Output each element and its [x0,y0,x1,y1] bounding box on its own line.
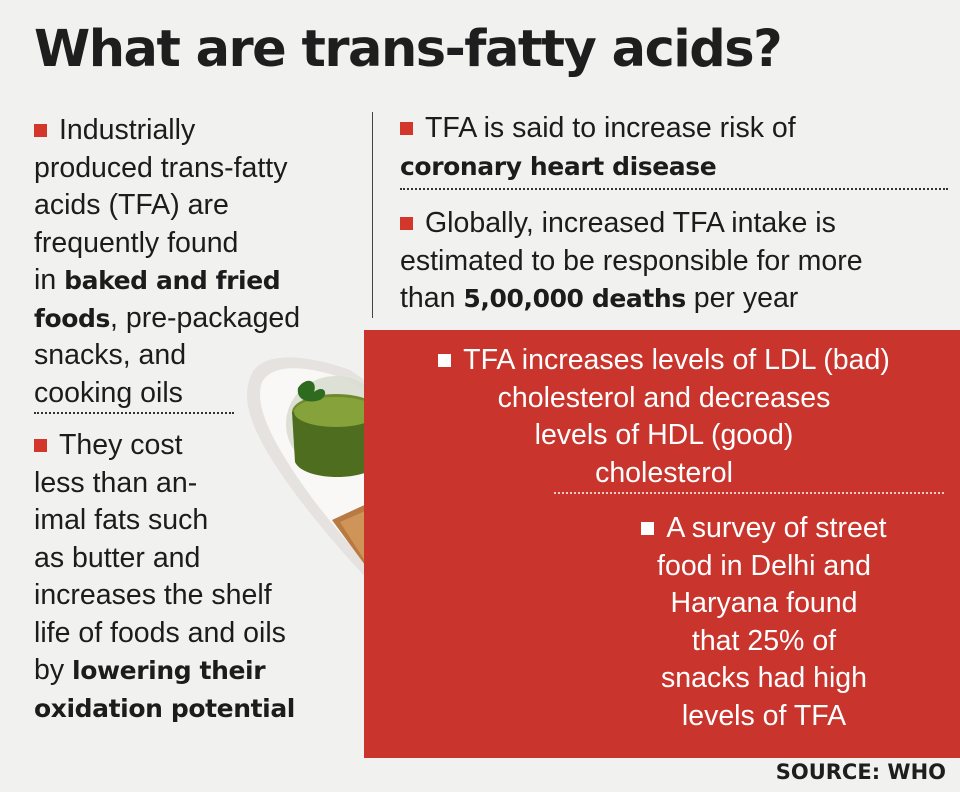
right-paragraph-deaths: Globally, increased TFA intake is estima… [400,207,863,314]
left-paragraph-industrial-tfa: Industrially produced trans-fatty acids … [34,114,301,409]
bullet-icon [34,124,47,137]
source-credit: SOURCE: WHO [775,760,946,784]
left-paragraph-cost: They cost less than an- imal fats such a… [34,429,295,723]
red-paragraph-survey: A survey of street food in Delhi and Har… [574,510,954,735]
right-divider [400,188,948,190]
bullet-icon [438,354,452,367]
bullet-icon [400,122,413,135]
red-divider [554,492,944,494]
bullet-icon [641,522,655,535]
right-paragraph-heart-disease: TFA is said to increase risk of coronary… [400,112,796,181]
red-info-panel: TFA increases levels of LDL (bad) choles… [364,330,960,758]
column-divider [372,112,373,318]
page-title: What are trans-fatty acids? [34,20,783,79]
bullet-icon [34,439,47,452]
bullet-icon [400,217,413,230]
red-paragraph-ldl-hdl: TFA increases levels of LDL (bad) choles… [384,342,944,492]
left-divider [34,412,234,414]
